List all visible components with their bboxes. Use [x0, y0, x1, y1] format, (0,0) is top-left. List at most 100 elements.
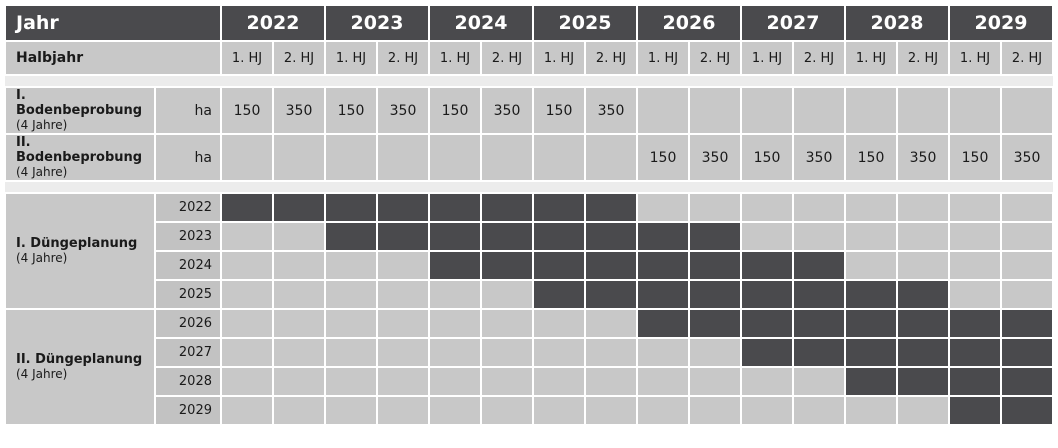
- halbjahr-cell: 1. HJ: [428, 40, 482, 76]
- planning-table: Jahr 2022 2023 2024 2025 2026 2027 2028 2029 Halb…: [4, 4, 1054, 426]
- duengeplanung-row: 2025: [5, 279, 1054, 310]
- planning-cell: [1000, 250, 1054, 281]
- planning-cell: [428, 395, 482, 426]
- hectare-value: 350: [688, 133, 742, 182]
- planning-cell-active: [844, 337, 898, 368]
- halbjahr-cell: 2. HJ: [584, 40, 638, 76]
- planning-cell-active: [688, 250, 742, 281]
- planning-cell-active: [584, 250, 638, 281]
- duengeplanung-title: I. Düngeplanung: [16, 236, 138, 251]
- planning-cell: [480, 279, 534, 310]
- planning-cell: [532, 395, 586, 426]
- planning-cell: [272, 395, 326, 426]
- planning-cell: [740, 192, 794, 223]
- planning-cell: [376, 308, 430, 339]
- unit-label: ha: [154, 86, 222, 135]
- planning-cell: [220, 337, 274, 368]
- planning-cell: [376, 395, 430, 426]
- hectare-value: [584, 133, 638, 182]
- halbjahr-cell: 2. HJ: [376, 40, 430, 76]
- planning-cell: [532, 337, 586, 368]
- duengeplanung-row: I. Düngeplanung (4 Jahre) 2022: [4, 192, 1054, 310]
- spacer-cell: [5, 74, 1053, 88]
- planning-year: 2023: [154, 221, 222, 252]
- planning-cell-active: [896, 337, 950, 368]
- bodenbeprobung-label: II. Bodenbeprobung (4 Jahre): [4, 133, 156, 182]
- planning-cell: [948, 192, 1002, 223]
- planning-cell-active: [896, 366, 950, 397]
- hectare-value: [896, 86, 950, 135]
- planning-cell: [532, 366, 586, 397]
- halbjahr-cell: 2. HJ: [896, 40, 950, 76]
- planning-cell-active: [220, 192, 274, 223]
- planning-cell: [896, 192, 950, 223]
- hectare-value: [376, 133, 430, 182]
- duengeplanung-subtitle: (4 Jahre): [16, 251, 68, 265]
- halbjahr-cell: 1. HJ: [324, 40, 378, 76]
- planning-cell: [428, 308, 482, 339]
- hectare-value: 150: [948, 133, 1002, 182]
- planning-cell: [428, 366, 482, 397]
- planning-cell: [480, 395, 534, 426]
- planning-cell: [324, 308, 378, 339]
- planning-cell: [896, 395, 950, 426]
- hectare-value: 150: [740, 133, 794, 182]
- planning-year: 2025: [154, 279, 222, 310]
- planning-cell: [220, 395, 274, 426]
- bodenbeprobung-label: I. Bodenbeprobung (4 Jahre): [4, 86, 156, 135]
- planning-year: 2024: [154, 250, 222, 281]
- planning-cell-active: [792, 279, 846, 310]
- planning-cell: [272, 308, 326, 339]
- planning-cell-active: [428, 250, 482, 281]
- planning-cell: [844, 395, 898, 426]
- hectare-value: [948, 86, 1002, 135]
- planning-cell: [584, 337, 638, 368]
- duengeplanung-label: II. Düngeplanung (4 Jahre): [4, 308, 156, 426]
- planning-cell: [792, 395, 846, 426]
- planning-cell-active: [376, 221, 430, 252]
- halbjahr-cell: 2. HJ: [688, 40, 742, 76]
- halbjahr-cell: 1. HJ: [532, 40, 586, 76]
- planning-cell-active: [792, 250, 846, 281]
- planning-cell: [220, 221, 274, 252]
- planning-cell: [376, 337, 430, 368]
- planning-cell: [324, 366, 378, 397]
- planning-cell-active: [532, 279, 586, 310]
- hectare-value: 150: [844, 133, 898, 182]
- planning-cell: [740, 221, 794, 252]
- hectare-value: [740, 86, 794, 135]
- header-year: 2022: [220, 4, 326, 42]
- halbjahr-row: Halbjahr 1. HJ 2. HJ 1. HJ 2. HJ 1. HJ 2. HJ 1.…: [4, 40, 1054, 76]
- planning-cell-active: [324, 192, 378, 223]
- hectare-value: [428, 133, 482, 182]
- planning-cell-active: [896, 308, 950, 339]
- planning-cell: [480, 337, 534, 368]
- planning-cell: [844, 221, 898, 252]
- hectare-value: 150: [324, 86, 378, 135]
- planning-cell: [688, 337, 742, 368]
- planning-year: 2028: [154, 366, 222, 397]
- header-year: 2029: [948, 4, 1054, 42]
- planning-cell: [324, 250, 378, 281]
- spacer-row: [5, 180, 1053, 194]
- hectare-value: [636, 86, 690, 135]
- planning-cell: [272, 279, 326, 310]
- planning-cell: [584, 366, 638, 397]
- hectare-value: [1000, 86, 1054, 135]
- planning-cell: [220, 250, 274, 281]
- planning-cell: [324, 279, 378, 310]
- planning-cell: [792, 192, 846, 223]
- halbjahr-cell: 1. HJ: [220, 40, 274, 76]
- planning-cell: [844, 250, 898, 281]
- planning-cell: [220, 366, 274, 397]
- planning-cell-active: [948, 366, 1002, 397]
- planning-cell: [1000, 221, 1054, 252]
- halbjahr-cell: 1. HJ: [844, 40, 898, 76]
- planning-cell-active: [896, 279, 950, 310]
- planning-cell: [480, 366, 534, 397]
- hectare-value: [688, 86, 742, 135]
- planning-cell-active: [844, 308, 898, 339]
- duengeplanung-row: 2029: [5, 395, 1054, 426]
- planning-cell-active: [740, 308, 794, 339]
- planning-cell-active: [740, 279, 794, 310]
